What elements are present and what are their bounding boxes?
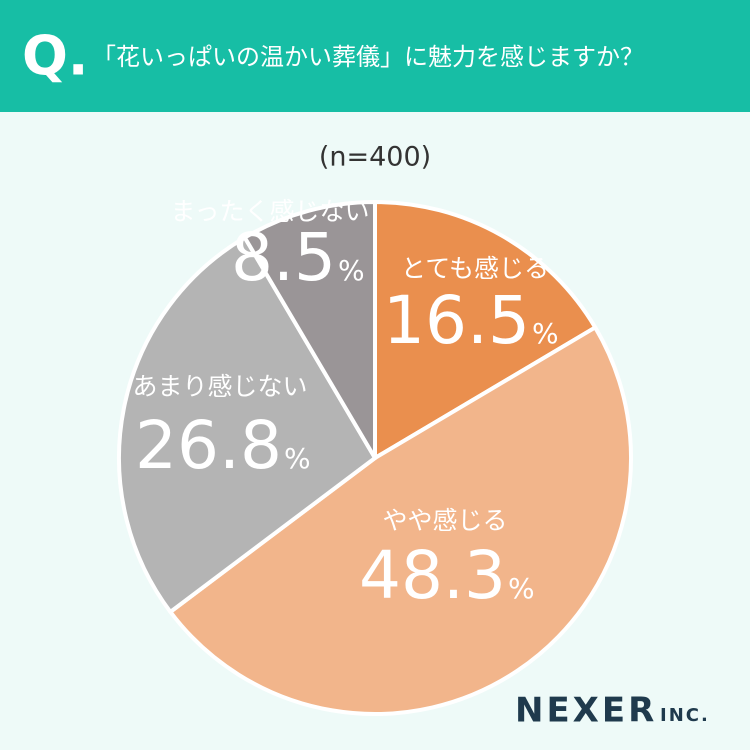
value-label: 26.8 (135, 407, 282, 484)
logo-suffix: INC. (660, 705, 710, 726)
subtitle: (n=400) (319, 142, 431, 173)
category-label: やや感じる (382, 506, 507, 535)
question-mark: Q. (22, 25, 88, 88)
pie-slice (373, 200, 598, 460)
category-label: まったく感じない (170, 197, 369, 226)
header-band (0, 0, 750, 112)
category-label: とても感じる (401, 254, 549, 283)
logo: NEXER (515, 691, 657, 731)
unit-label: % (532, 317, 559, 350)
value-label: 48.3 (359, 537, 506, 614)
pie (117, 200, 633, 717)
pie-slice (117, 235, 377, 614)
unit-label: % (508, 572, 535, 605)
unit-label: % (284, 442, 311, 475)
value-label: 16.5 (383, 282, 530, 359)
pie-slice (168, 325, 633, 717)
pie-slice (242, 200, 377, 460)
unit-label: % (338, 254, 365, 287)
value-label: 8.5 (231, 219, 336, 296)
category-label: あまり感じない (132, 372, 307, 401)
question: 「花いっぱいの温かい葬儀」に魅力を感じますか？ (92, 43, 644, 71)
